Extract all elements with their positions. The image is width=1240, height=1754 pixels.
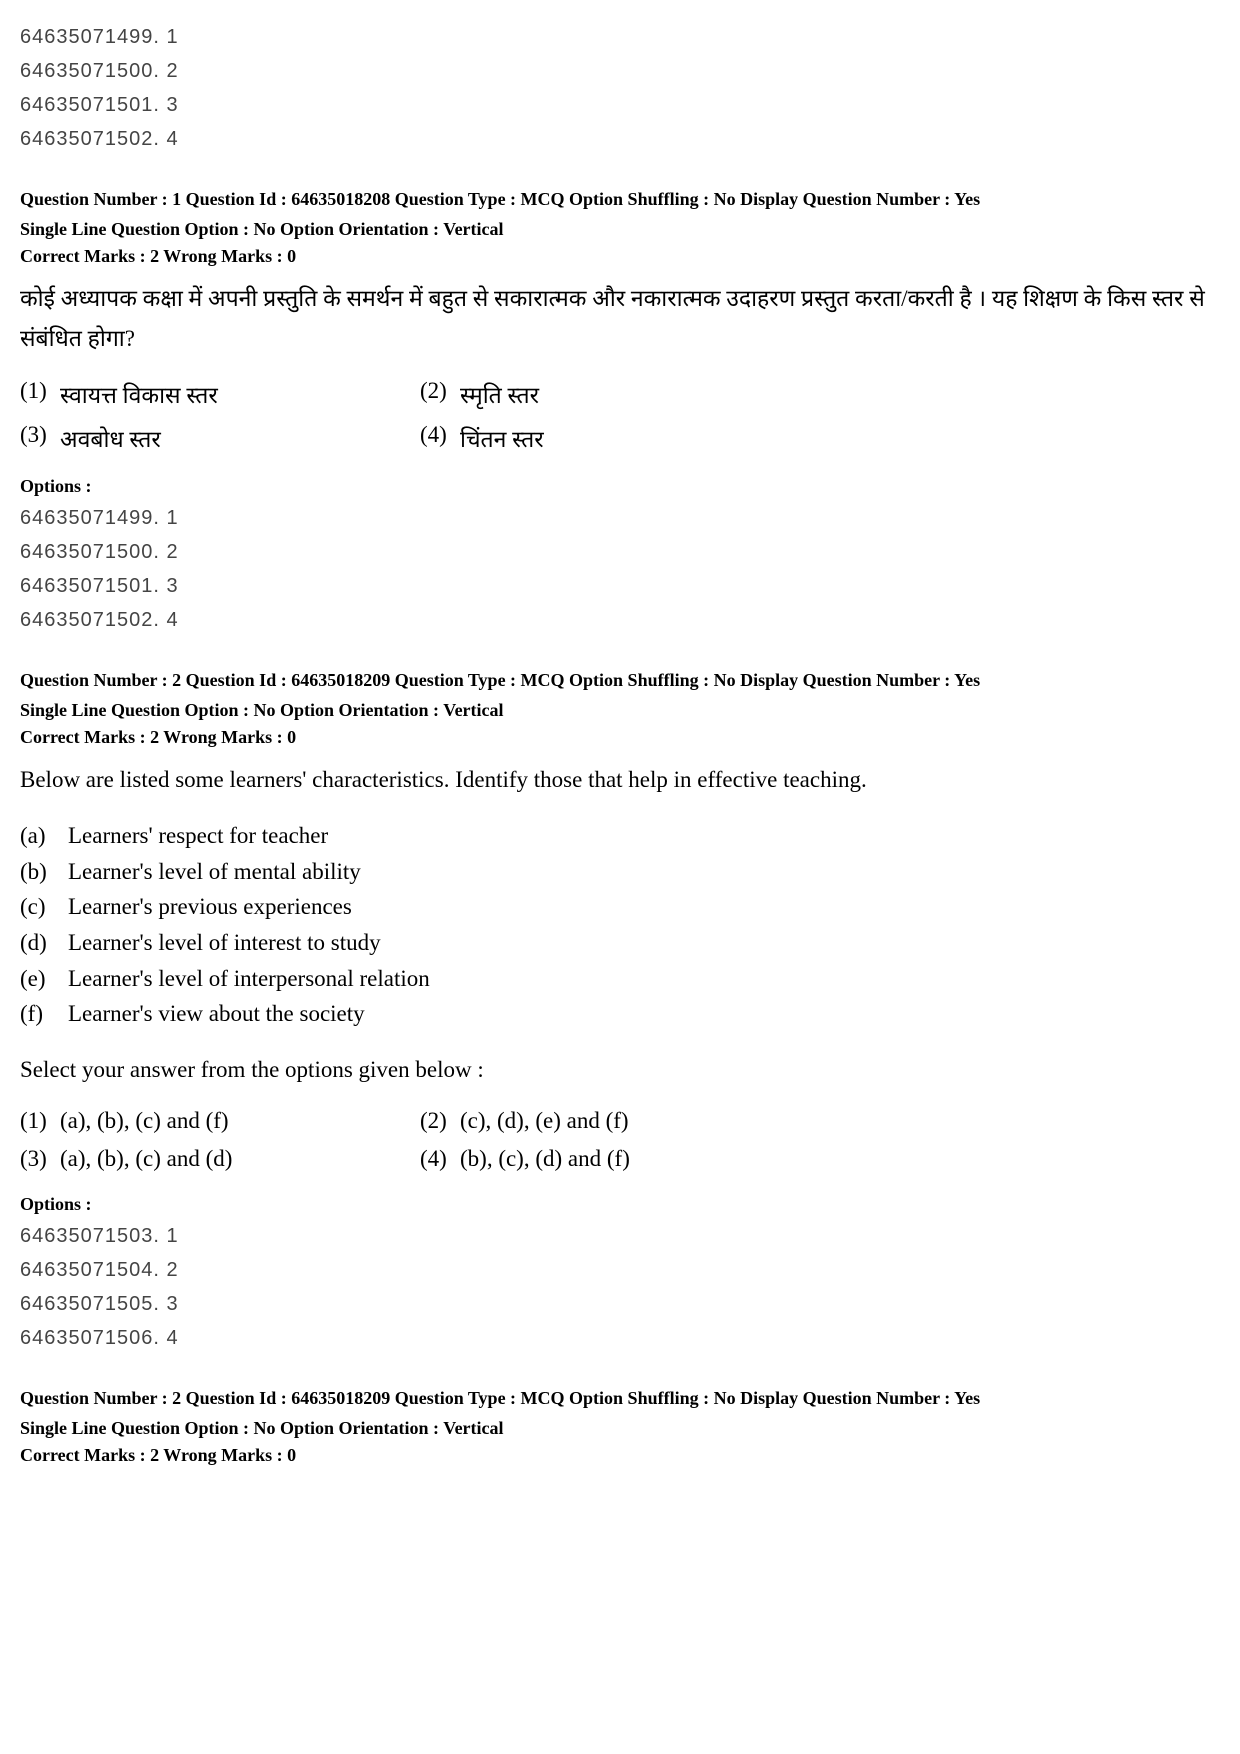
choice-number: (3) [20,1146,60,1172]
option-id: 64635071503. 1 [20,1219,1220,1253]
list-label: (c) [20,889,68,925]
question-choices: (1) (a), (b), (c) and (f) (2) (c), (d), … [20,1108,1220,1172]
choice-number: (3) [20,422,60,454]
list-label: (b) [20,854,68,890]
option-id: 64635071501. 3 [20,88,1220,122]
options-id-list: 64635071499. 1 64635071500. 2 6463507150… [20,501,1220,637]
option-id: 64635071499. 1 [20,20,1220,54]
question-meta-line2: Single Line Question Option : No Option … [20,216,1220,242]
question-body: कोई अध्यापक कक्षा में अपनी प्रस्तुति के … [20,279,1220,360]
option-id: 64635071499. 1 [20,501,1220,535]
option-id: 64635071506. 4 [20,1321,1220,1355]
question-meta-line1: Question Number : 2 Question Id : 646350… [20,667,1220,693]
option-id: 64635071505. 3 [20,1287,1220,1321]
list-text: Learner's level of interest to study [68,925,1220,961]
question-body-intro: Below are listed some learners' characte… [20,760,1220,800]
question-marks: Correct Marks : 2 Wrong Marks : 0 [20,246,1220,267]
question-meta-line2: Single Line Question Option : No Option … [20,1415,1220,1441]
choice-text: स्वायत्त विकास स्तर [60,378,420,410]
question-marks: Correct Marks : 2 Wrong Marks : 0 [20,1445,1220,1466]
choice-text: (c), (d), (e) and (f) [460,1108,820,1134]
list-label: (a) [20,818,68,854]
choice-text: (b), (c), (d) and (f) [460,1146,820,1172]
top-option-ids: 64635071499. 1 64635071500. 2 6463507150… [20,20,1220,156]
choice-number: (2) [420,1108,460,1134]
option-id: 64635071500. 2 [20,535,1220,569]
option-id: 64635071502. 4 [20,603,1220,637]
list-text: Learner's level of interpersonal relatio… [68,961,1220,997]
question-choices: (1) स्वायत्त विकास स्तर (2) स्मृति स्तर … [20,378,1220,454]
list-text: Learners' respect for teacher [68,818,1220,854]
question-meta-line1: Question Number : 1 Question Id : 646350… [20,186,1220,212]
choice-number: (1) [20,378,60,410]
options-id-list: 64635071503. 1 64635071504. 2 6463507150… [20,1219,1220,1355]
choice-number: (4) [420,422,460,454]
list-text: Learner's level of mental ability [68,854,1220,890]
list-text: Learner's view about the society [68,996,1220,1032]
choice-text: स्मृति स्तर [460,378,820,410]
question-3-block: Question Number : 2 Question Id : 646350… [20,1385,1220,1466]
options-header: Options : [20,476,1220,497]
list-text: Learner's previous experiences [68,889,1220,925]
select-prompt: Select your answer from the options give… [20,1050,1220,1090]
question-1-block: Question Number : 1 Question Id : 646350… [20,186,1220,637]
choice-number: (1) [20,1108,60,1134]
choice-number: (4) [420,1146,460,1172]
list-label: (e) [20,961,68,997]
choice-number: (2) [420,378,460,410]
option-id: 64635071502. 4 [20,122,1220,156]
option-id: 64635071500. 2 [20,54,1220,88]
list-label: (f) [20,996,68,1032]
list-label: (d) [20,925,68,961]
question-marks: Correct Marks : 2 Wrong Marks : 0 [20,727,1220,748]
question-meta-line2: Single Line Question Option : No Option … [20,697,1220,723]
question-meta-line1: Question Number : 2 Question Id : 646350… [20,1385,1220,1411]
options-header: Options : [20,1194,1220,1215]
option-id: 64635071501. 3 [20,569,1220,603]
question-2-block: Question Number : 2 Question Id : 646350… [20,667,1220,1356]
choice-text: (a), (b), (c) and (f) [60,1108,420,1134]
choice-text: अवबोध स्तर [60,422,420,454]
choice-text: चिंतन स्तर [460,422,820,454]
choice-text: (a), (b), (c) and (d) [60,1146,420,1172]
option-id: 64635071504. 2 [20,1253,1220,1287]
question-sub-list: (a)Learners' respect for teacher (b)Lear… [20,818,1220,1032]
